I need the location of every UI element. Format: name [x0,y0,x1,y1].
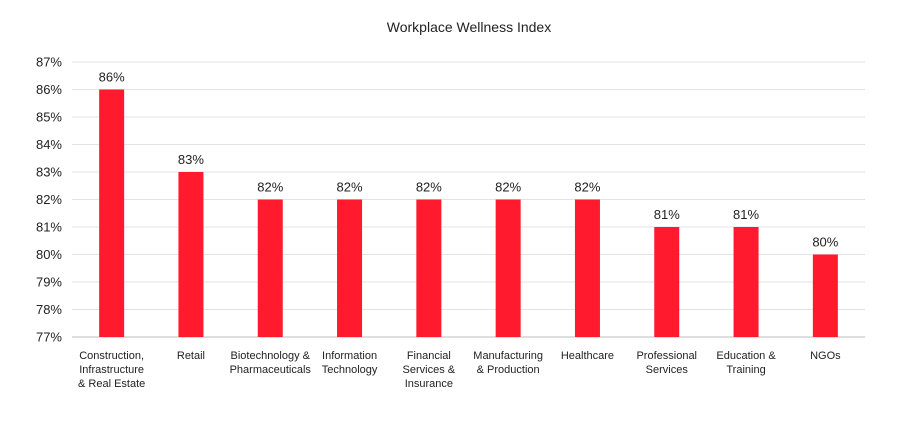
x-tick-label-line: Education & [716,350,776,362]
bar [733,227,759,337]
y-tick-label: 82% [36,192,62,207]
data-label: 83% [178,152,204,167]
x-tick-label: Biotechnology & Pharmaceuticals [230,350,312,376]
bar [654,227,680,337]
y-tick-label: 87% [36,55,62,70]
bar [574,199,600,337]
y-tick-label: 86% [36,82,62,97]
bar [416,199,442,337]
y-tick-label: 83% [36,165,62,180]
data-label: 82% [495,180,521,195]
data-label: 82% [416,180,442,195]
x-axis-ticks: Construction, Infrastructure & Real Estate… [78,350,841,390]
x-tick-label: Healthcare [561,350,614,362]
x-tick-label-line: Services [646,364,689,376]
x-tick-label-line: Retail [177,350,205,362]
x-tick-label: Manufacturing & Production [473,350,543,376]
x-tick-label-line: Pharmaceuticals [230,364,312,376]
bar [178,172,204,337]
x-tick-label-line: Construction, [79,350,144,362]
data-label: 81% [733,207,759,222]
y-axis-ticks: 77% 78% 79% 80% 81% 82% 83% 84% 85% 86% 87% [36,55,62,345]
x-tick-label: Information Technology [322,350,378,376]
x-tick-label: Professional Services [636,350,697,376]
bar [812,254,838,337]
x-tick-label-line: & Real Estate [78,378,145,390]
x-tick-label: Education & Training [716,350,776,376]
x-tick-label-line: & Production [477,364,540,376]
x-tick-label: Financial Services & Insurance [403,350,456,390]
data-labels: 86% 83% 82% 82% 82% 82% 82% 81% 81% 80% [99,70,839,250]
x-tick-label-line: Biotechnology & [231,350,311,362]
data-label: 86% [99,70,125,85]
data-label: 82% [257,180,283,195]
bar [257,199,283,337]
x-tick-label: Retail [177,350,205,362]
bar [99,89,125,337]
x-tick-label: Construction, Infrastructure & Real Estate [78,350,145,390]
x-tick-label-line: Training [726,364,765,376]
x-tick-label-line: Financial [407,350,451,362]
x-tick-label-line: Healthcare [561,350,614,362]
y-tick-label: 84% [36,137,62,152]
x-tick-label-line: Information [322,350,377,362]
y-tick-label: 78% [36,302,62,317]
chart-title: Workplace Wellness Index [387,19,551,35]
gridlines [72,61,865,310]
x-tick-label-line: Infrastructure [79,364,144,376]
x-tick-label-line: Services & [403,364,456,376]
x-tick-label-line: NGOs [810,350,841,362]
data-label: 82% [337,180,363,195]
x-tick-label-line: Insurance [405,378,453,390]
bar [337,199,363,337]
y-tick-label: 79% [36,275,62,290]
bar [495,199,521,337]
y-tick-label: 77% [36,330,62,345]
x-tick-label-line: Manufacturing [473,350,543,362]
x-tick-label-line: Technology [322,364,378,376]
data-label: 81% [654,207,680,222]
data-label: 80% [812,235,838,250]
x-tick-label: NGOs [810,350,841,362]
bars [99,89,838,337]
x-tick-label-line: Professional [636,350,697,362]
y-tick-label: 80% [36,247,62,262]
data-label: 82% [574,180,600,195]
y-tick-label: 81% [36,220,62,235]
y-tick-label: 85% [36,110,62,125]
